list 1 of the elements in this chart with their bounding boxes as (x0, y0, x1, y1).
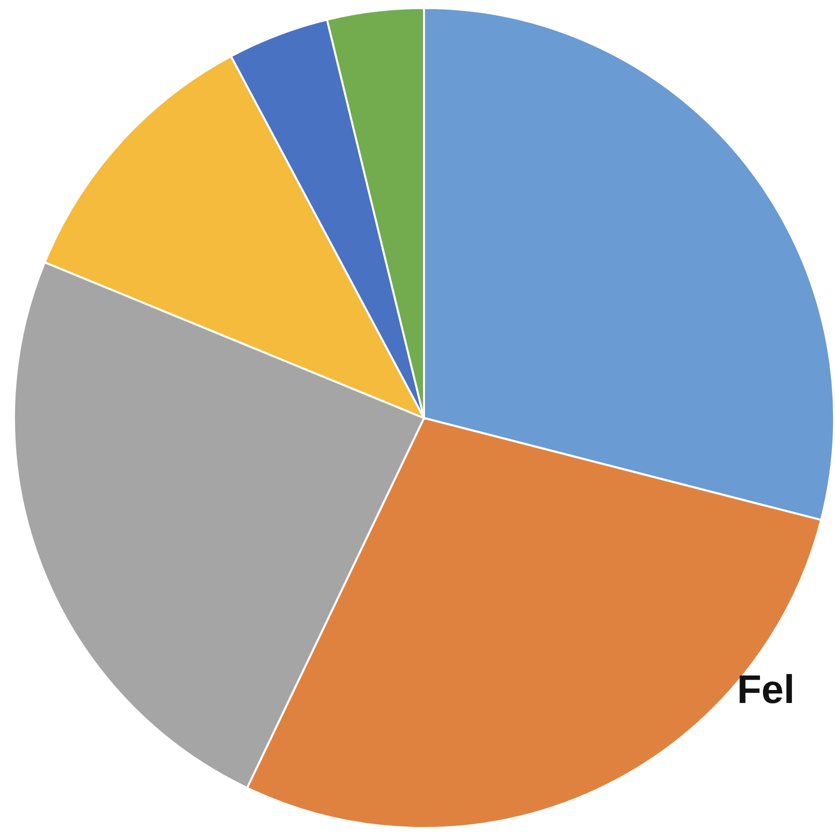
text: Fel (737, 668, 795, 712)
